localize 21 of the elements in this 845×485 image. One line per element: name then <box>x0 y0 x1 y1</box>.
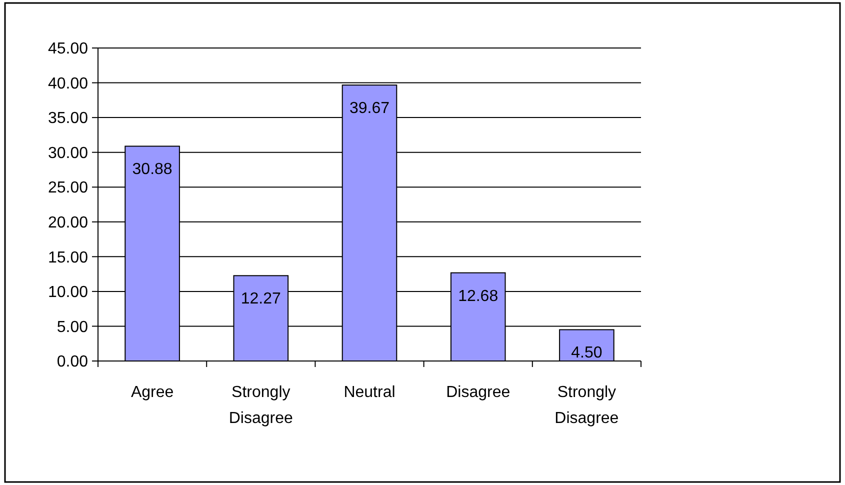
data-label: 12.68 <box>458 288 498 305</box>
x-tick-label: Strongly Disagree <box>554 384 619 427</box>
y-tick-label: 30.00 <box>48 144 88 162</box>
y-tick-label: 45.00 <box>48 40 88 58</box>
x-tick-label: Strongly Disagree <box>228 384 294 427</box>
x-tick-label: Disagree <box>446 384 510 401</box>
y-tick-label: 15.00 <box>48 249 88 266</box>
y-tick-label: 40.00 <box>48 75 88 92</box>
data-label: 4.50 <box>571 344 602 362</box>
data-label: 39.67 <box>349 100 390 118</box>
x-tick-label: Neutral <box>344 384 396 401</box>
data-label: 12.27 <box>240 290 282 308</box>
y-tick-label: 5.00 <box>56 318 88 336</box>
y-tick-label: 35.00 <box>48 110 88 128</box>
y-tick-label: 20.00 <box>48 214 88 232</box>
bar <box>559 329 614 362</box>
y-tick-label: 25.00 <box>48 180 88 197</box>
data-label: 30.88 <box>132 161 172 178</box>
y-tick-label: 0.00 <box>56 354 88 371</box>
y-tick-label: 10.00 <box>48 284 88 302</box>
x-tick-label: Agree <box>130 384 174 401</box>
